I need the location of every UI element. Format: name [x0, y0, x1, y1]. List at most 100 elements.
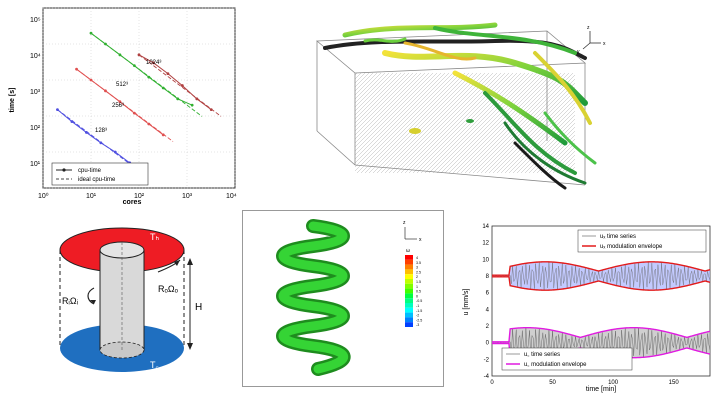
grid	[42, 7, 236, 189]
vortex-tube	[452, 70, 568, 146]
axis-z-label: z	[587, 25, 590, 31]
colorbar-swatch	[405, 298, 413, 303]
y-tick: 10⁴	[30, 53, 41, 60]
colorbar-tick: 0.5	[416, 290, 421, 294]
y-tick: 10¹	[30, 161, 41, 168]
cpu-time-line	[57, 109, 130, 164]
data-point	[113, 150, 117, 154]
legend-bottom: u꜀ time series u꜀ modulation envelope	[501, 347, 633, 371]
colorbar-tick: 1	[416, 285, 418, 289]
data-point	[147, 122, 151, 126]
colorbar-tick: 1.5	[416, 280, 421, 284]
timeseries-chart: 14 12 10 8 6 4 2 0 -2 -4 0 50 100 150 time [min] u […	[460, 218, 715, 405]
data-point	[70, 120, 74, 123]
velocity-field	[355, 73, 575, 173]
data-point	[132, 64, 136, 68]
vortex-tubes	[323, 22, 597, 190]
colorbar-swatch	[405, 259, 413, 265]
y-tick: 10	[482, 257, 489, 263]
axis-triad: z x	[403, 220, 422, 243]
series-label-128: 128³	[95, 128, 107, 134]
colorbar	[405, 255, 413, 327]
series-label-1024: 1024³	[146, 60, 161, 66]
x-tick: 0	[490, 380, 494, 386]
cpu-time-line	[90, 32, 193, 106]
series-group	[56, 31, 222, 172]
data-point	[84, 131, 88, 134]
vector-hatch	[355, 73, 575, 173]
colorbar-tick: 2.5	[416, 270, 421, 274]
vortex-tube	[503, 121, 587, 185]
legend-top: uₓ time series uₓ modulation envelope	[577, 229, 707, 253]
legend: cpu-time ideal cpu-time	[51, 162, 149, 186]
legend-top-box	[577, 229, 707, 253]
x-tick: 10³	[182, 193, 193, 200]
y-tick: 10⁵	[30, 17, 41, 24]
colorbar-swatch	[405, 269, 413, 275]
data-point	[190, 103, 194, 107]
data-point	[152, 61, 155, 65]
colorbar-swatch	[405, 288, 413, 294]
y-tick: 10²	[30, 125, 41, 132]
y-tick: 0	[486, 341, 490, 347]
data-point	[104, 89, 107, 93]
inner-rotation-arrowhead	[90, 300, 96, 304]
scaling-chart-svg: 10⁵ 10⁴ 10³ 10² 10¹ 10⁰ 10¹ 10² 10³ 10⁴ …	[9, 7, 237, 206]
cylinder-schematic: Tₕ T꜀ RᵢΩᵢ RₒΩₒ H	[50, 220, 225, 390]
colorbar-tick: -1	[416, 304, 419, 308]
colorbar-swatch	[405, 293, 413, 299]
outer-rotation-arrowhead	[174, 260, 180, 266]
colorbar-tick-labels: 43.532.521.510.50-0.5-1-1.5-2-2.5-3	[416, 256, 422, 327]
y-tick: 10³	[30, 89, 41, 96]
colorbar-tick: 2	[416, 275, 418, 279]
box-edge	[316, 130, 356, 166]
series-label-512: 512³	[116, 82, 128, 88]
x-tick-labels: 0 50 100 150	[490, 380, 679, 386]
legend-cpu-marker	[62, 168, 66, 172]
x-tick: 10¹	[86, 193, 97, 200]
scaling-chart: 10⁵ 10⁴ 10³ 10² 10¹ 10⁰ 10¹ 10² 10³ 10⁴ …	[0, 0, 250, 206]
colorbar-title: ω	[406, 248, 410, 254]
y-tick: -2	[484, 357, 490, 363]
data-point	[89, 78, 93, 82]
legend-bottom-series-label: u꜀ time series	[524, 352, 560, 358]
height-label: H	[195, 302, 202, 313]
colorbar-tick: -2.5	[416, 318, 422, 322]
outer-rotation-label: RₒΩₒ	[158, 284, 179, 294]
timeseries-svg: 14 12 10 8 6 4 2 0 -2 -4 0 50 100 150 time [min] u […	[463, 224, 711, 393]
y-tick: 8	[486, 274, 490, 280]
y-tick: 4	[486, 307, 490, 313]
colorbar-swatch	[405, 303, 413, 308]
vortex-tube	[543, 111, 597, 165]
x-tick: 100	[608, 380, 619, 386]
y-tick-labels: 14 12 10 8 6 4 2 0 -2 -4	[482, 224, 489, 380]
data-point	[132, 111, 136, 115]
data-point	[161, 86, 165, 90]
time-series-line	[491, 262, 711, 291]
colorbar-swatch	[405, 322, 413, 327]
data-point	[209, 108, 213, 112]
colorbar-tick: -3	[416, 323, 419, 327]
ideal-line	[138, 54, 222, 117]
colorbar-tick: 4	[416, 256, 418, 260]
data-point	[176, 97, 180, 101]
vortex-tube	[483, 91, 577, 175]
top-temp-label: Tₕ	[150, 232, 159, 242]
x-tick: 10²	[134, 193, 145, 200]
x-tick: 10⁰	[38, 192, 49, 200]
axis-x-label: x	[419, 237, 422, 243]
legend-bottom-envelope-label: u꜀ modulation envelope	[524, 362, 587, 368]
data-point	[147, 75, 151, 79]
legend-bottom-box	[501, 347, 633, 371]
y-tick: 2	[486, 324, 490, 330]
vortex-tube	[342, 22, 498, 38]
colorbar-tick: -2	[416, 314, 419, 318]
x-axis-label: cores	[123, 199, 142, 205]
data-point	[118, 53, 122, 57]
data-point	[99, 141, 103, 145]
colorbar-swatch	[405, 307, 413, 313]
legend-cpu-label: cpu-time	[78, 168, 102, 174]
colorbar-tick: 3.5	[416, 261, 421, 265]
axis-z-label: z	[403, 220, 406, 226]
axis-y-line	[582, 42, 591, 50]
